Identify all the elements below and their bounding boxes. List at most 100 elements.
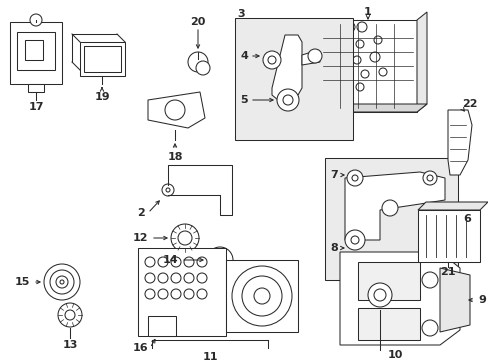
Polygon shape — [302, 50, 319, 65]
Text: 15: 15 — [15, 277, 30, 287]
Circle shape — [162, 184, 174, 196]
Circle shape — [30, 14, 42, 26]
Bar — [225, 260, 297, 332]
Circle shape — [346, 170, 362, 186]
Circle shape — [356, 22, 366, 32]
Circle shape — [253, 288, 269, 304]
Bar — [357, 262, 419, 300]
Circle shape — [420, 241, 438, 259]
Text: 3: 3 — [237, 9, 244, 19]
Text: 7: 7 — [329, 170, 337, 180]
Bar — [28, 84, 44, 92]
Bar — [84, 46, 121, 72]
Bar — [138, 248, 225, 336]
Circle shape — [426, 175, 432, 181]
Bar — [148, 316, 176, 336]
Polygon shape — [417, 202, 487, 210]
Circle shape — [44, 264, 80, 300]
Text: 14: 14 — [162, 255, 178, 265]
Polygon shape — [318, 104, 426, 112]
Circle shape — [197, 289, 206, 299]
Text: 6: 6 — [462, 214, 470, 224]
Circle shape — [373, 289, 385, 301]
Circle shape — [345, 22, 354, 32]
Circle shape — [323, 81, 330, 89]
Circle shape — [350, 236, 358, 244]
Circle shape — [276, 89, 298, 111]
Polygon shape — [271, 35, 302, 100]
Circle shape — [187, 52, 207, 72]
Circle shape — [323, 24, 330, 32]
Circle shape — [345, 230, 364, 250]
Text: 12: 12 — [132, 233, 148, 243]
Circle shape — [307, 49, 321, 63]
Circle shape — [378, 68, 386, 76]
Circle shape — [164, 100, 184, 120]
Text: 2: 2 — [137, 208, 145, 218]
Circle shape — [339, 38, 349, 48]
Circle shape — [183, 257, 194, 267]
Circle shape — [369, 52, 379, 62]
Circle shape — [422, 171, 436, 185]
Text: 13: 13 — [62, 340, 78, 350]
Circle shape — [158, 289, 168, 299]
Circle shape — [425, 246, 433, 254]
Circle shape — [267, 56, 275, 64]
Bar — [357, 308, 419, 340]
Circle shape — [421, 320, 437, 336]
Circle shape — [178, 231, 192, 245]
Circle shape — [342, 68, 352, 78]
Circle shape — [355, 40, 363, 48]
Circle shape — [319, 53, 329, 63]
Circle shape — [337, 54, 346, 62]
Text: 18: 18 — [167, 152, 183, 162]
Circle shape — [263, 51, 281, 69]
Text: 11: 11 — [202, 352, 217, 360]
Circle shape — [171, 273, 181, 283]
Circle shape — [196, 61, 209, 75]
Circle shape — [171, 257, 181, 267]
Bar — [25, 40, 43, 60]
Polygon shape — [339, 252, 459, 345]
Circle shape — [381, 200, 397, 216]
Bar — [80, 42, 125, 76]
Polygon shape — [148, 92, 204, 128]
Circle shape — [231, 266, 291, 326]
Circle shape — [421, 272, 437, 288]
Bar — [17, 32, 55, 70]
Text: 4: 4 — [240, 51, 247, 61]
Text: 16: 16 — [132, 343, 148, 353]
Polygon shape — [416, 12, 426, 112]
Circle shape — [171, 224, 199, 252]
Bar — [235, 18, 352, 140]
Text: 21: 21 — [439, 267, 455, 277]
Circle shape — [183, 289, 194, 299]
Circle shape — [323, 38, 330, 46]
Circle shape — [330, 24, 338, 32]
Text: 22: 22 — [461, 99, 476, 109]
Bar — [325, 158, 457, 280]
Circle shape — [283, 95, 292, 105]
Bar — [10, 22, 62, 84]
Polygon shape — [439, 268, 469, 332]
Circle shape — [158, 273, 168, 283]
Circle shape — [367, 283, 391, 307]
Circle shape — [355, 83, 363, 91]
Text: 8: 8 — [329, 243, 337, 253]
Circle shape — [197, 273, 206, 283]
Circle shape — [145, 257, 155, 267]
Circle shape — [56, 276, 68, 288]
Text: 9: 9 — [477, 295, 485, 305]
Circle shape — [214, 254, 225, 266]
Bar — [318, 20, 416, 112]
Polygon shape — [345, 172, 444, 240]
Circle shape — [351, 175, 357, 181]
Circle shape — [339, 80, 349, 90]
Circle shape — [206, 247, 232, 273]
Circle shape — [145, 273, 155, 283]
Circle shape — [158, 257, 168, 267]
Polygon shape — [447, 110, 471, 175]
Circle shape — [360, 70, 368, 78]
Circle shape — [324, 68, 331, 76]
Circle shape — [171, 289, 181, 299]
